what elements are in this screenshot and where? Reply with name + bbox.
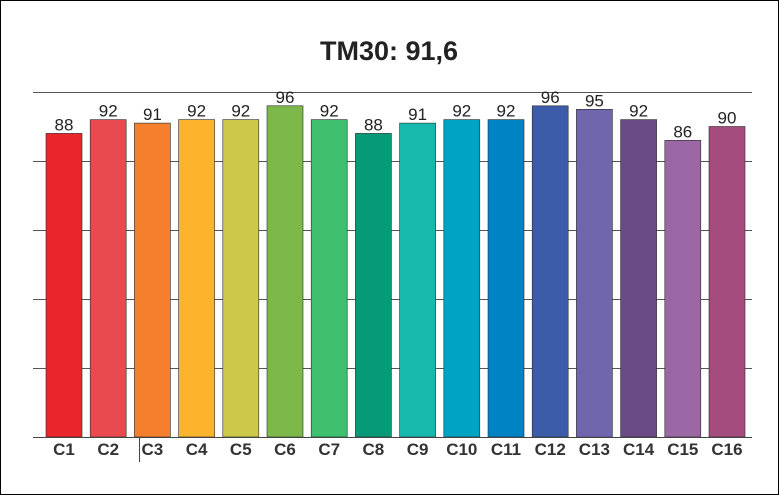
bar-c16 [708, 126, 746, 438]
data-label: 95 [585, 91, 604, 110]
bar-c5 [222, 119, 260, 438]
bar-c2 [89, 119, 127, 438]
bar-c7 [310, 119, 348, 438]
bar-c10 [443, 119, 481, 438]
data-label: 91 [408, 105, 427, 124]
data-label: 92 [99, 102, 118, 121]
data-label: 96 [541, 88, 560, 107]
x-tick-label: C5 [230, 440, 252, 459]
x-tick-label: C9 [407, 440, 429, 459]
bar-c11 [487, 119, 525, 438]
bar-c14 [620, 119, 657, 438]
bar-c3 [134, 122, 171, 438]
x-tick-label: C10 [446, 440, 477, 459]
x-tick-label: C13 [579, 440, 610, 459]
data-label: 92 [452, 102, 471, 121]
data-label: 92 [231, 102, 250, 121]
bar-c6 [266, 105, 304, 438]
x-tick-label: C12 [535, 440, 566, 459]
data-labels: 88 92 91 92 92 96 92 88 91 92 92 96 95 92 86 90 [55, 88, 737, 142]
x-tick-label: C16 [711, 440, 742, 459]
x-tick-label: C2 [97, 440, 119, 459]
x-tick-label: C4 [186, 440, 208, 459]
x-tick-label: C6 [274, 440, 296, 459]
data-label: 96 [276, 88, 295, 107]
data-label: 90 [718, 109, 737, 128]
data-label: 92 [497, 102, 516, 121]
x-tick-label: C11 [491, 440, 521, 459]
bar-c4 [178, 119, 215, 438]
x-tick-label: C1 [53, 440, 75, 459]
data-label: 88 [364, 115, 383, 134]
bar-c13 [576, 109, 613, 438]
x-tick-label: C7 [318, 440, 340, 459]
bar-c12 [531, 105, 569, 438]
data-label: 92 [629, 102, 648, 121]
x-tick-label: C3 [142, 440, 164, 459]
bar-c15 [664, 140, 702, 438]
bar-c8 [355, 133, 392, 438]
x-tick-labels: C1 C2 C3 C4 C5 C6 C7 C8 C9 C10 C11 C12 C13 C14 C15 C16 [53, 440, 742, 459]
x-tick-label: C8 [363, 440, 385, 459]
bar-c9 [399, 122, 436, 438]
data-label: 86 [673, 122, 692, 141]
data-label: 91 [143, 105, 162, 124]
bar-c1 [45, 133, 83, 438]
x-tick-label: C15 [667, 440, 698, 459]
bars [45, 105, 746, 438]
data-label: 92 [320, 102, 339, 121]
data-label: 88 [55, 115, 74, 134]
chart-title: TM30: 91,6 [320, 36, 458, 66]
data-label: 92 [187, 102, 206, 121]
x-tick-label: C14 [623, 440, 655, 459]
